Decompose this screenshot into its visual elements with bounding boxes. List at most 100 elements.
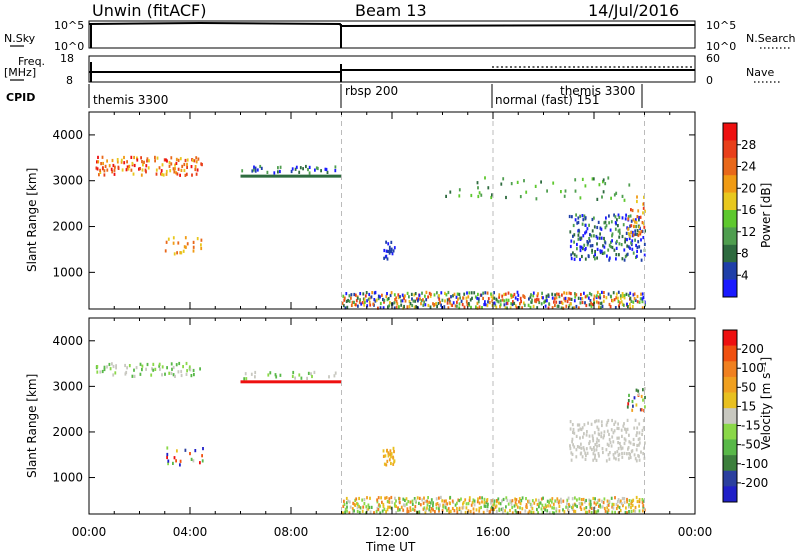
data-cell: [624, 254, 627, 259]
data-cell: [632, 233, 635, 237]
data-cell: [334, 169, 337, 173]
data-cell: [427, 496, 429, 500]
data-cell: [619, 499, 622, 503]
data-cell: [621, 455, 624, 459]
data-cell: [552, 181, 555, 185]
data-cell: [586, 243, 589, 247]
data-cell: [426, 503, 429, 507]
data-cell: [603, 506, 606, 511]
data-cell: [191, 158, 194, 162]
data-cell: [371, 291, 374, 295]
data-cell: [179, 157, 182, 161]
data-cell: [387, 505, 389, 509]
power-time-gridlines: [341, 112, 645, 309]
data-cell: [161, 365, 164, 369]
data-cell: [346, 509, 348, 513]
data-cell: [611, 505, 614, 509]
data-cell: [614, 496, 616, 500]
data-cell: [556, 292, 558, 296]
power-data-cells: [95, 155, 646, 310]
data-cell: [362, 292, 365, 296]
colorbar-tick-label: 8: [741, 247, 749, 261]
cpid-segment-1: themis 3300: [93, 93, 168, 107]
data-cell: [586, 510, 588, 514]
data-cell: [411, 499, 414, 503]
data-cell: [189, 452, 191, 456]
data-cell: [540, 302, 543, 306]
data-cell: [139, 167, 141, 171]
data-cell: [609, 228, 612, 232]
data-cell: [637, 437, 640, 441]
data-cell: [106, 168, 109, 172]
data-cell: [180, 168, 183, 172]
data-cell: [428, 505, 431, 509]
data-cell: [435, 497, 438, 501]
colorbar-segment: [723, 470, 737, 487]
data-cell: [302, 167, 304, 171]
data-cell: [591, 244, 594, 248]
data-cell: [300, 376, 303, 380]
data-cell: [353, 302, 356, 307]
data-cell: [642, 222, 645, 226]
data-cell: [467, 302, 470, 306]
data-cell: [435, 302, 437, 306]
data-cell: [596, 501, 599, 505]
data-cell: [442, 503, 445, 507]
data-cell: [190, 374, 193, 378]
data-cell: [470, 503, 473, 507]
data-cell: [96, 160, 98, 164]
data-cell: [600, 431, 603, 435]
data-cell: [386, 508, 389, 512]
data-cell: [136, 158, 139, 162]
data-cell: [577, 428, 580, 432]
data-cell: [498, 295, 500, 299]
data-cell: [177, 158, 180, 162]
data-cell: [496, 499, 498, 503]
data-cell: [586, 294, 589, 298]
data-cell: [499, 303, 502, 307]
colorbar-segment: [723, 192, 737, 211]
data-cell: [385, 496, 388, 500]
data-cell: [581, 222, 584, 226]
data-cell: [456, 510, 459, 514]
data-cell: [597, 452, 600, 456]
data-cell: [635, 255, 637, 259]
cpid-label: CPID: [6, 91, 35, 104]
data-cell: [483, 501, 486, 505]
data-cell: [527, 303, 530, 307]
data-cell: [158, 166, 161, 170]
data-cell: [430, 292, 432, 296]
data-cell: [199, 461, 201, 465]
data-cell: [460, 497, 462, 501]
data-cell: [541, 291, 543, 295]
data-cell: [326, 170, 329, 174]
data-cell: [567, 297, 570, 301]
data-cell: [165, 158, 167, 162]
data-cell: [642, 398, 644, 402]
freq-panel: Freq. [MHz] 18 8 60 0 Nave: [4, 52, 780, 87]
data-cell: [608, 499, 611, 503]
data-cell: [580, 427, 583, 432]
data-cell: [638, 392, 640, 397]
data-cell: [642, 206, 645, 210]
data-cell: [538, 501, 541, 505]
data-cell: [175, 171, 177, 175]
data-cell: [189, 368, 192, 372]
data-cell: [589, 446, 592, 450]
date-title: 14/Jul/2016: [588, 1, 679, 20]
data-cell: [549, 498, 552, 502]
data-cell: [120, 160, 123, 164]
colorbar-tick-label: 12: [741, 225, 756, 239]
data-cell: [342, 504, 345, 508]
data-cell: [469, 298, 472, 302]
data-cell: [419, 503, 422, 507]
data-cell: [642, 236, 645, 240]
data-cell: [628, 393, 630, 397]
data-cell: [572, 427, 575, 432]
data-cell: [625, 506, 627, 510]
data-cell: [644, 405, 646, 409]
data-cell: [612, 453, 615, 457]
colorbar-tick-label: -100: [741, 457, 768, 471]
data-cell: [342, 304, 345, 308]
data-cell: [599, 293, 601, 297]
